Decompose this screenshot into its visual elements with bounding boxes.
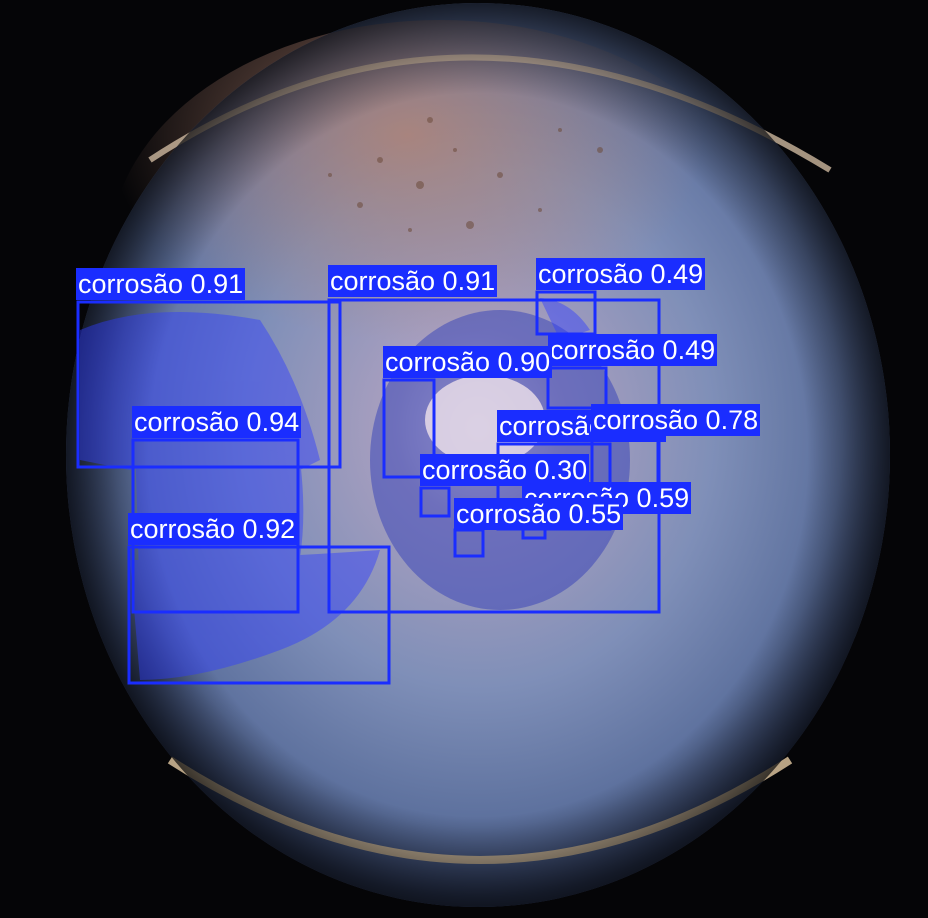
detection-label: corrosão 0.30 — [420, 454, 590, 486]
detection-label: corrosão 0.55 — [454, 498, 624, 530]
detection-label: corrosão 0.49 — [548, 334, 718, 366]
detection-label: corrosão 0.78 — [591, 404, 761, 436]
detection-label: corrosão 0.94 — [132, 406, 302, 438]
detection-label: corrosão 0.91 — [76, 268, 246, 300]
detection-label: corrosão 0.91 — [328, 265, 498, 297]
detection-label: corrosão 0.49 — [536, 258, 706, 290]
detection-label: corrosão 0.92 — [128, 513, 298, 545]
detection-label: corrosão 0.90 — [383, 346, 553, 378]
